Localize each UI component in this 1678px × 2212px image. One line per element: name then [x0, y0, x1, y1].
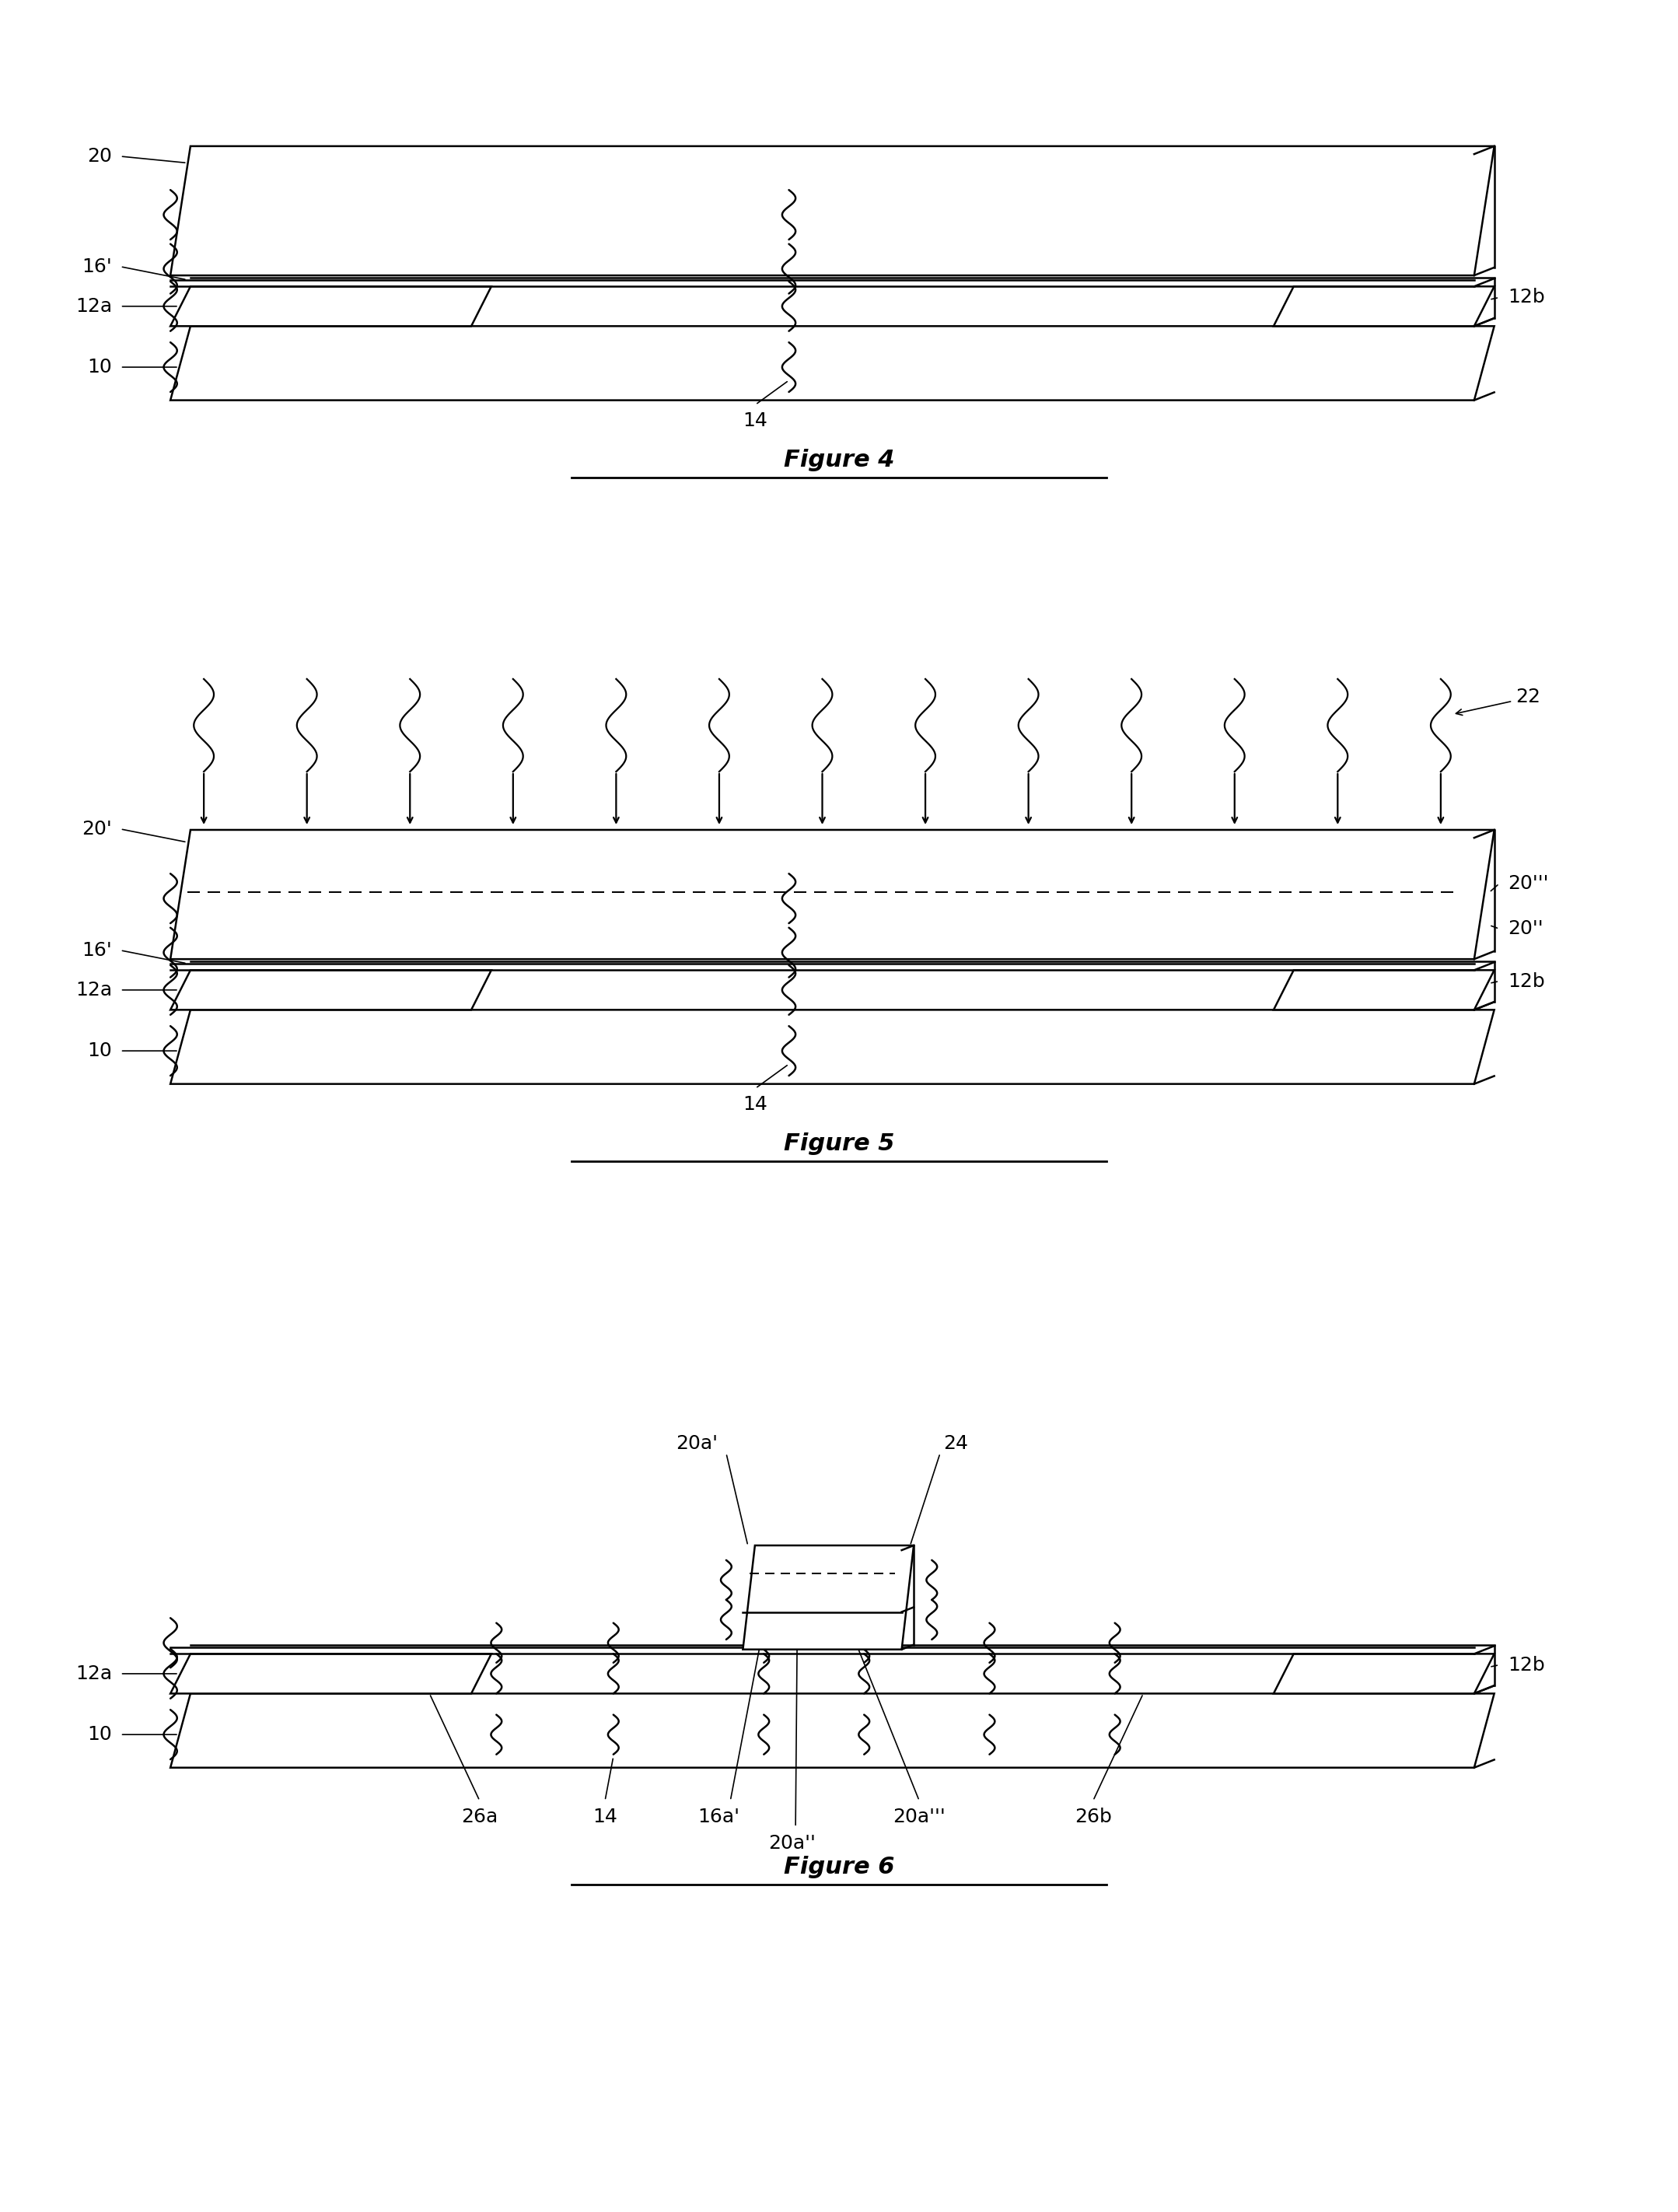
Text: 20a': 20a': [676, 1433, 718, 1453]
Text: 12a: 12a: [76, 1663, 112, 1683]
Text: 10: 10: [87, 1042, 112, 1060]
Text: 10: 10: [87, 1725, 112, 1743]
Polygon shape: [1274, 1655, 1493, 1694]
Text: 12b: 12b: [1507, 1655, 1545, 1674]
Text: 20''': 20''': [1507, 874, 1549, 894]
Text: 20'': 20'': [1507, 920, 1544, 938]
Text: 10: 10: [87, 358, 112, 376]
Polygon shape: [171, 1011, 1493, 1084]
Text: 20a'': 20a'': [769, 1834, 816, 1851]
Text: Figure 6: Figure 6: [784, 1856, 894, 1878]
Polygon shape: [171, 146, 1493, 276]
Text: 16a': 16a': [698, 1807, 740, 1827]
Text: 14: 14: [743, 1095, 769, 1113]
Text: Figure 5: Figure 5: [784, 1133, 894, 1155]
Polygon shape: [743, 1546, 915, 1650]
Text: Figure 4: Figure 4: [784, 449, 894, 471]
Polygon shape: [171, 1694, 1493, 1767]
Polygon shape: [171, 1655, 492, 1694]
Text: 24: 24: [943, 1433, 968, 1453]
Polygon shape: [171, 325, 1493, 400]
Text: 16': 16': [82, 940, 112, 960]
Text: 12b: 12b: [1507, 288, 1545, 307]
Text: 12a: 12a: [76, 980, 112, 1000]
Text: 22: 22: [1515, 688, 1540, 706]
Text: 26b: 26b: [1074, 1807, 1113, 1827]
Text: 16': 16': [82, 257, 112, 276]
Text: 20: 20: [87, 146, 112, 166]
Text: 14: 14: [592, 1807, 618, 1827]
Polygon shape: [171, 830, 1493, 960]
Polygon shape: [171, 971, 492, 1011]
Text: 14: 14: [743, 411, 769, 429]
Polygon shape: [1274, 971, 1493, 1011]
Text: 20': 20': [82, 821, 112, 838]
Polygon shape: [171, 285, 492, 325]
Text: 12a: 12a: [76, 296, 112, 316]
Text: 26a: 26a: [461, 1807, 498, 1827]
Text: 12b: 12b: [1507, 971, 1545, 991]
Polygon shape: [1274, 285, 1493, 325]
Text: 20a''': 20a''': [893, 1807, 946, 1827]
